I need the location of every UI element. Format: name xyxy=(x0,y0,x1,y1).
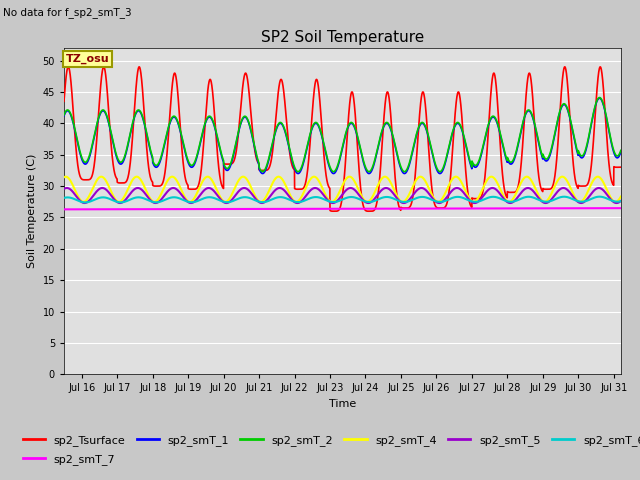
sp2_smT_5 xyxy=(488,185,496,191)
sp2_smT_2 xyxy=(156,157,164,163)
Line: sp2_smT_2: sp2_smT_2 xyxy=(64,97,621,172)
sp2_smT_1 xyxy=(617,149,625,155)
Text: No data for f_sp2_smT_3: No data for f_sp2_smT_3 xyxy=(3,7,132,18)
sp2_smT_4 xyxy=(420,177,428,182)
sp2_smT_2 xyxy=(420,121,428,127)
sp2_smT_7 xyxy=(496,205,504,211)
sp2_smT_1 xyxy=(420,122,428,128)
Y-axis label: Soil Temperature (C): Soil Temperature (C) xyxy=(27,154,37,268)
sp2_Tsurface xyxy=(472,196,479,202)
sp2_smT_6 xyxy=(496,196,504,202)
Line: sp2_smT_5: sp2_smT_5 xyxy=(64,188,621,203)
Text: TZ_osu: TZ_osu xyxy=(66,54,109,64)
sp2_smT_5 xyxy=(420,186,428,192)
sp2_smT_1 xyxy=(436,171,444,177)
sp2_smT_5 xyxy=(99,185,106,191)
sp2_smT_4 xyxy=(523,174,531,180)
sp2_smT_7 xyxy=(60,206,68,212)
sp2_smT_5 xyxy=(364,200,372,206)
sp2_smT_4 xyxy=(431,197,439,203)
sp2_Tsurface xyxy=(488,78,496,84)
sp2_smT_5 xyxy=(617,198,625,204)
sp2_smT_7 xyxy=(472,205,479,211)
sp2_smT_2 xyxy=(472,162,479,168)
sp2_smT_4 xyxy=(472,198,479,204)
sp2_smT_7 xyxy=(488,205,495,211)
sp2_smT_6 xyxy=(60,195,68,201)
sp2_smT_1 xyxy=(488,115,496,120)
sp2_smT_6 xyxy=(617,198,625,204)
sp2_Tsurface xyxy=(420,94,428,100)
sp2_smT_5 xyxy=(472,200,479,206)
sp2_smT_2 xyxy=(496,130,504,136)
sp2_smT_2 xyxy=(596,95,604,100)
sp2_Tsurface xyxy=(100,64,108,70)
sp2_smT_7 xyxy=(431,206,439,212)
sp2_smT_6 xyxy=(156,199,164,204)
sp2_Tsurface xyxy=(497,143,504,148)
sp2_smT_1 xyxy=(156,159,164,165)
Line: sp2_smT_1: sp2_smT_1 xyxy=(64,98,621,174)
sp2_smT_2 xyxy=(431,161,439,167)
sp2_smT_1 xyxy=(496,131,504,137)
sp2_smT_2 xyxy=(60,112,68,118)
sp2_smT_5 xyxy=(432,199,440,204)
sp2_smT_5 xyxy=(497,192,504,197)
sp2_smT_6 xyxy=(488,194,496,200)
sp2_smT_7 xyxy=(156,206,164,212)
sp2_smT_1 xyxy=(596,96,604,101)
sp2_smT_6 xyxy=(81,200,89,205)
sp2_smT_4 xyxy=(60,174,68,180)
sp2_smT_4 xyxy=(115,199,123,204)
sp2_smT_5 xyxy=(60,186,68,192)
sp2_smT_4 xyxy=(617,194,625,200)
sp2_smT_2 xyxy=(617,147,625,153)
Legend: sp2_Tsurface, sp2_smT_1, sp2_smT_2, sp2_smT_4, sp2_smT_5, sp2_smT_6: sp2_Tsurface, sp2_smT_1, sp2_smT_2, sp2_… xyxy=(19,431,640,450)
Line: sp2_Tsurface: sp2_Tsurface xyxy=(64,67,621,211)
sp2_smT_2 xyxy=(436,169,444,175)
X-axis label: Time: Time xyxy=(329,399,356,409)
sp2_smT_6 xyxy=(596,194,604,200)
sp2_smT_5 xyxy=(156,198,164,204)
sp2_smT_4 xyxy=(496,186,504,192)
sp2_smT_7 xyxy=(617,205,625,211)
Line: sp2_smT_4: sp2_smT_4 xyxy=(64,177,621,202)
sp2_smT_1 xyxy=(431,163,439,168)
sp2_Tsurface xyxy=(617,164,625,170)
sp2_Tsurface xyxy=(366,208,374,214)
sp2_smT_6 xyxy=(472,199,479,205)
sp2_smT_1 xyxy=(60,113,68,119)
Legend: sp2_smT_7: sp2_smT_7 xyxy=(19,450,120,469)
sp2_smT_7 xyxy=(420,206,428,212)
sp2_smT_6 xyxy=(431,198,439,204)
sp2_smT_6 xyxy=(420,194,428,200)
sp2_Tsurface xyxy=(432,204,440,209)
sp2_Tsurface xyxy=(60,98,68,104)
sp2_smT_4 xyxy=(488,174,496,180)
Line: sp2_smT_7: sp2_smT_7 xyxy=(64,208,621,209)
sp2_smT_2 xyxy=(488,114,496,120)
sp2_smT_1 xyxy=(472,164,479,170)
sp2_smT_4 xyxy=(156,193,164,199)
sp2_Tsurface xyxy=(156,183,164,189)
Title: SP2 Soil Temperature: SP2 Soil Temperature xyxy=(260,30,424,46)
Line: sp2_smT_6: sp2_smT_6 xyxy=(64,197,621,203)
